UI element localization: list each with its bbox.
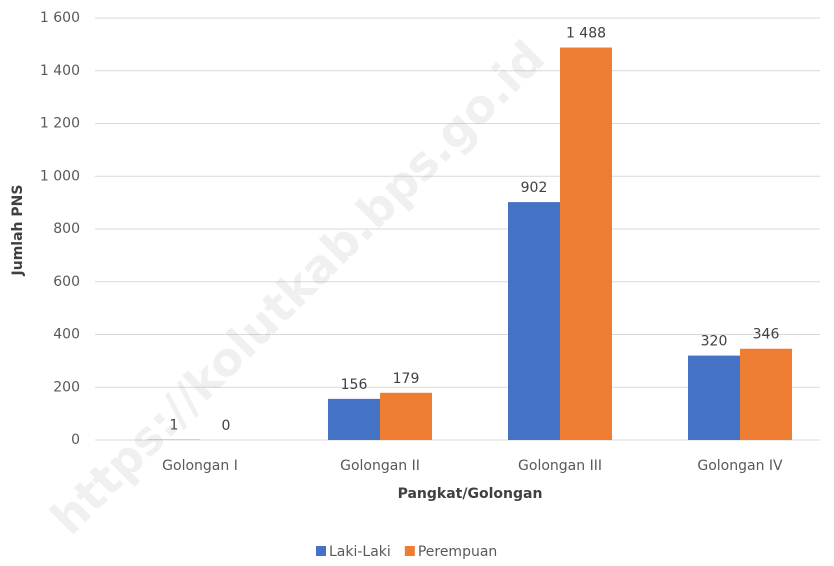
bar — [740, 348, 792, 440]
data-label: 0 — [222, 418, 231, 434]
y-tick-label: 600 — [53, 274, 80, 290]
watermark: https://kolutkab.bps.go.id — [40, 30, 555, 545]
x-tick-label: Golongan IV — [697, 458, 783, 474]
data-label: 179 — [393, 371, 420, 387]
data-label: 156 — [341, 377, 368, 393]
x-tick-label: Golongan I — [162, 458, 238, 474]
y-tick-label: 0 — [71, 432, 80, 448]
data-label: 320 — [701, 334, 728, 350]
y-tick-label: 400 — [53, 327, 80, 343]
bar — [328, 398, 380, 440]
bar — [560, 47, 612, 440]
legend-label: Laki-Laki — [329, 544, 391, 560]
bar — [380, 392, 432, 440]
y-tick-label: 1 000 — [40, 168, 80, 184]
y-tick-label: 1 200 — [40, 116, 80, 132]
data-label: 1 488 — [566, 26, 606, 42]
data-label: 346 — [753, 327, 780, 343]
data-label: 902 — [521, 180, 548, 196]
legend-swatch — [316, 546, 326, 556]
y-tick-label: 1 400 — [40, 63, 80, 79]
y-axis-title: Jumlah PNS — [10, 185, 26, 277]
x-tick-label: Golongan II — [340, 458, 420, 474]
bar — [688, 355, 740, 440]
data-label: 1 — [170, 418, 179, 434]
y-tick-label: 200 — [53, 379, 80, 395]
x-axis-title: Pangkat/Golongan — [398, 486, 543, 502]
legend-swatch — [404, 546, 415, 556]
x-tick-label: Golongan III — [518, 458, 602, 474]
y-tick-label: 800 — [53, 221, 80, 237]
legend-label: Perempuan — [418, 544, 497, 560]
y-tick-label: 1 600 — [40, 10, 80, 26]
bar — [508, 202, 560, 440]
